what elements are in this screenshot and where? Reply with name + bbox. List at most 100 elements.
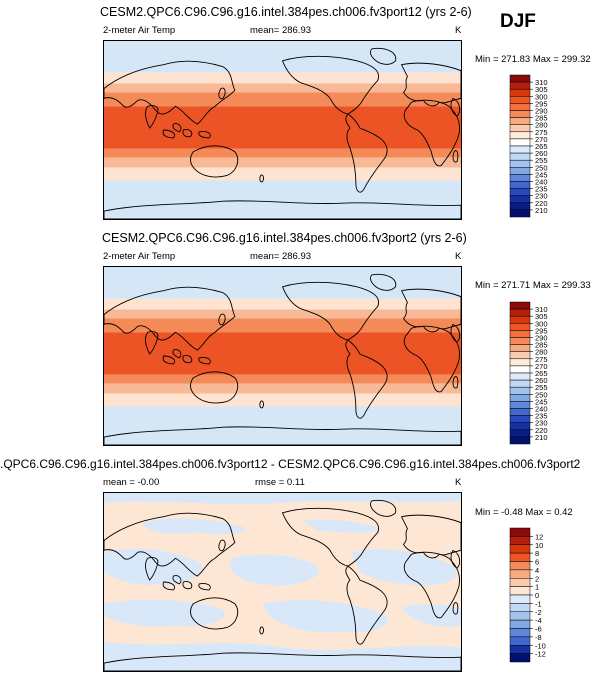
- colorbar-swatch: [509, 138, 531, 147]
- colorbar-swatch: [509, 315, 531, 324]
- colorbar-swatch: [509, 611, 531, 621]
- colorbar-swatch: [509, 636, 531, 646]
- colorbar-tick-label: 4: [535, 566, 539, 575]
- negative-difference-region: [262, 600, 389, 633]
- colorbar-tick-label: 220: [535, 199, 548, 208]
- coastline: [219, 540, 225, 551]
- panel-1-minmax: Min = 271.83 Max = 299.32: [475, 54, 591, 65]
- colorbar-tick-label: -8: [535, 633, 542, 642]
- colorbar-tick-label: 255: [535, 156, 548, 165]
- colorbar-tick-label: 280: [535, 121, 548, 130]
- colorbar-swatch: [509, 202, 531, 211]
- coastline: [163, 582, 175, 590]
- colorbar-swatch: [509, 365, 531, 374]
- colorbar-swatch: [509, 561, 531, 571]
- coastline: [104, 653, 461, 671]
- coastline: [173, 576, 181, 584]
- temperature-band: [104, 318, 461, 333]
- negative-difference-region: [229, 554, 319, 586]
- panel-2-minmax: Min = 271.71 Max = 299.33: [475, 280, 591, 291]
- coastline: [283, 282, 379, 340]
- panel-3-map: [103, 492, 462, 672]
- temperature-band: [104, 41, 461, 73]
- colorbar-tick-label: 220: [535, 426, 548, 435]
- coastline: [190, 146, 237, 177]
- negative-difference-region: [401, 604, 461, 627]
- temperature-band: [104, 309, 461, 319]
- coastline: [370, 48, 395, 64]
- coastline: [451, 324, 460, 342]
- colorbar-tick-label: 230: [535, 192, 548, 201]
- panel-1-variable-label: 2-meter Air Temp: [103, 25, 176, 36]
- coastline: [404, 326, 459, 392]
- colorbar-swatch: [509, 619, 531, 629]
- colorbar-swatch: [509, 358, 531, 367]
- colorbar-tick-label: -10: [535, 641, 546, 650]
- temperature-band: [104, 406, 461, 445]
- coastline: [451, 550, 460, 568]
- coastline: [183, 581, 192, 588]
- colorbar-swatch: [509, 436, 531, 445]
- temperature-band: [104, 92, 461, 107]
- temperature-band: [104, 180, 461, 219]
- panel-1-colorbar: 310 305 300 295 290 285 280 275 270 265 260 255 250 2…: [509, 74, 548, 225]
- colorbar-tick-label: 235: [535, 185, 548, 194]
- colorbar-tick-label: 300: [535, 92, 548, 101]
- panel-1-colorbar-svg: 3103053002952902852802752702652602552502…: [509, 74, 548, 218]
- panel-1-map: [103, 40, 462, 220]
- colorbar-tick-label: 260: [535, 376, 548, 385]
- coastline: [145, 558, 157, 580]
- colorbar-swatch: [509, 569, 531, 579]
- temperature-band: [104, 148, 461, 158]
- colorbar-tick-label: 0: [535, 591, 539, 600]
- coastline: [451, 98, 460, 116]
- coastline: [260, 175, 264, 182]
- colorbar-swatch: [509, 124, 531, 133]
- panel-2-variable-label: 2-meter Air Temp: [103, 251, 176, 262]
- coastline: [260, 627, 264, 634]
- colorbar-swatch: [509, 131, 531, 140]
- coastline: [404, 100, 459, 166]
- negative-difference-region: [104, 599, 225, 627]
- temperature-band: [104, 83, 461, 93]
- colorbar-tick-label: -2: [535, 608, 542, 617]
- panel-1-map-svg: [104, 41, 461, 219]
- panel-2-colorbar-svg: 3103053002952902852802752702652602552502…: [509, 301, 548, 445]
- temperature-band: [104, 383, 461, 394]
- panel-3-colorbar: 12 10 8 6 4 2 1 0 -1 -2 -4 -6 -8 -10 -12: [509, 527, 546, 673]
- panel-1-title: CESM2.QPC6.C96.C96.g16.intel.384pes.ch00…: [100, 5, 472, 19]
- temperature-band: [104, 167, 461, 181]
- colorbar-tick-label: 2: [535, 574, 539, 583]
- coastline: [104, 287, 235, 350]
- colorbar-tick-label: 270: [535, 362, 548, 371]
- colorbar-swatch: [509, 594, 531, 604]
- temperature-band: [104, 332, 461, 375]
- coastline: [453, 602, 458, 614]
- negative-difference-region: [104, 641, 461, 671]
- colorbar-tick-label: 290: [535, 334, 548, 343]
- coastline: [163, 356, 175, 364]
- colorbar-tick-label: 250: [535, 163, 548, 172]
- colorbar-swatch: [509, 386, 531, 395]
- panel-2-colorbar: 310 305 300 295 290 285 280 275 270 265 260 255 250 2…: [509, 301, 548, 452]
- colorbar-swatch: [509, 536, 531, 545]
- colorbar-swatch: [509, 603, 531, 612]
- colorbar-swatch: [509, 544, 531, 554]
- colorbar-swatch: [509, 209, 531, 218]
- colorbar-tick-label: 275: [535, 128, 548, 137]
- colorbar-tick-label: 230: [535, 419, 548, 428]
- colorbar-swatch: [509, 578, 531, 587]
- coastline: [104, 513, 235, 576]
- panel-3-mean-label: mean = -0.00: [103, 477, 160, 488]
- temperature-band: [104, 157, 461, 168]
- coastline: [260, 401, 264, 408]
- colorbar-swatch: [509, 401, 531, 409]
- colorbar-swatch: [509, 74, 531, 83]
- colorbar-tick-label: 310: [535, 305, 548, 314]
- colorbar-tick-label: 250: [535, 390, 548, 399]
- colorbar-tick-label: 235: [535, 412, 548, 421]
- colorbar-tick-label: 240: [535, 178, 548, 187]
- season-label: DJF: [500, 11, 536, 32]
- temperature-band: [104, 106, 461, 149]
- coastline: [346, 566, 387, 644]
